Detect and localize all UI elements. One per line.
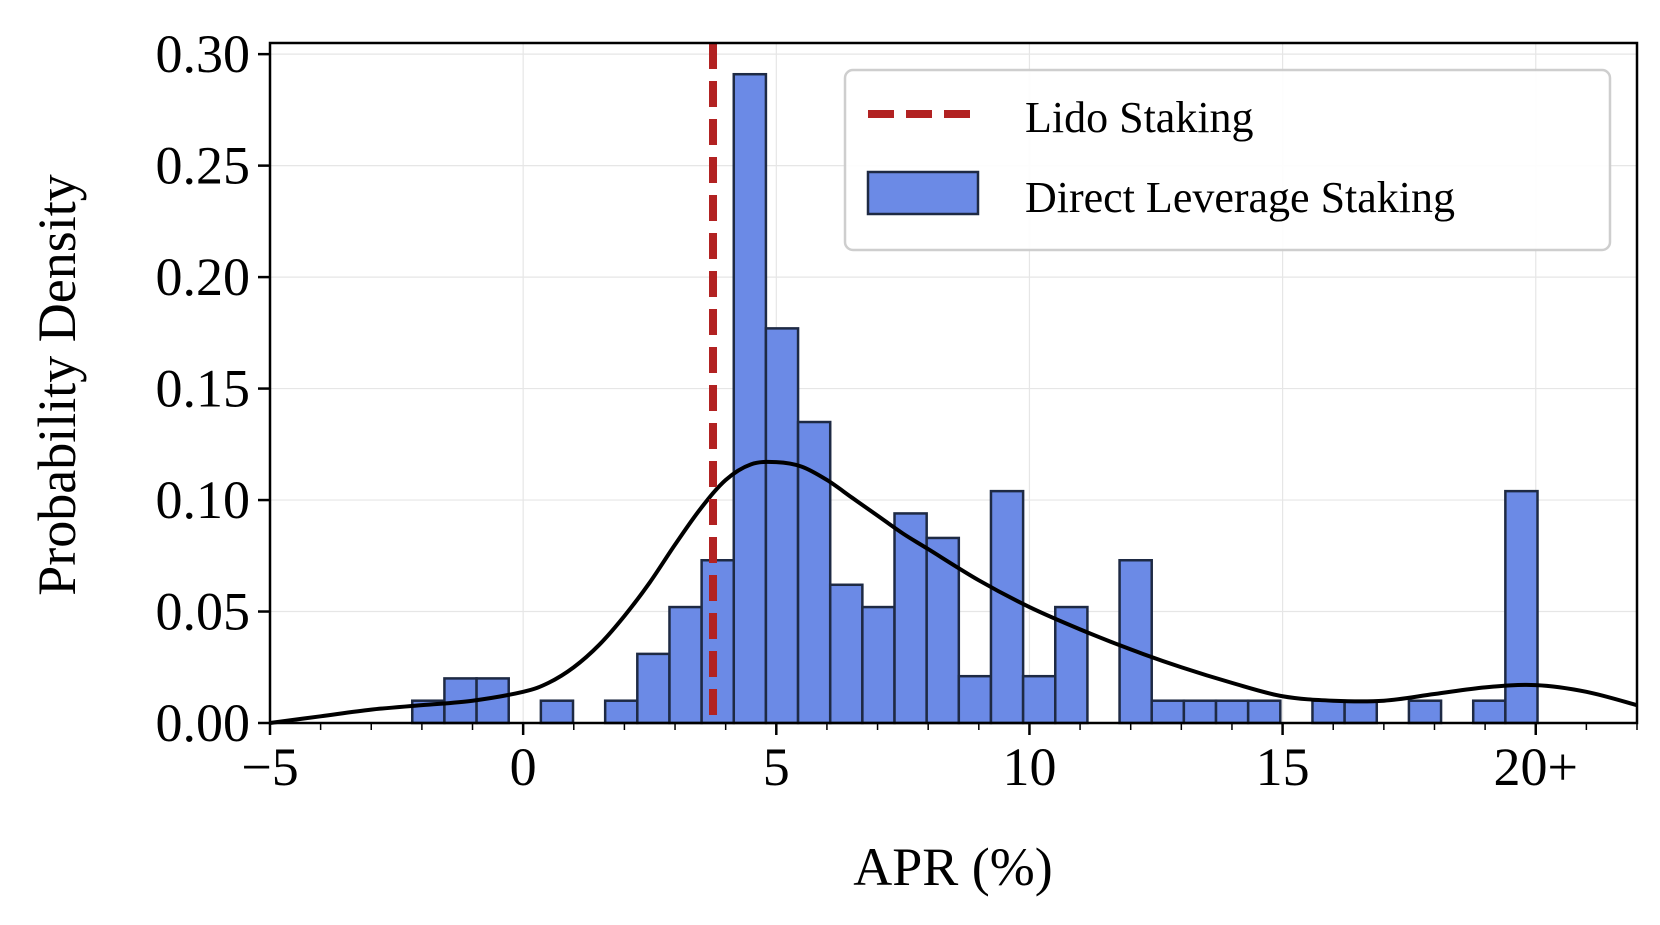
histogram-bar <box>1471 699 1507 725</box>
x-tick-label: −5 <box>241 737 298 797</box>
histogram-bar <box>1214 699 1250 725</box>
histogram-bar <box>1182 699 1218 725</box>
histogram-bar <box>1021 674 1057 725</box>
histogram-bar <box>700 558 736 725</box>
histogram-bar <box>957 674 993 725</box>
x-tick-label: 10 <box>1002 737 1056 797</box>
kde-curve-layer <box>269 459 1638 725</box>
histogram-bar <box>989 489 1025 725</box>
x-tick-label: 5 <box>763 737 790 797</box>
histogram-bar <box>636 652 671 725</box>
y-tick-label: 0.00 <box>156 693 251 753</box>
legend-box <box>843 68 1612 252</box>
plot-frame <box>268 41 1639 725</box>
x-tick-label: 15 <box>1256 737 1310 797</box>
x-tick-label: 20+ <box>1494 737 1578 797</box>
x-tick-label: 0 <box>510 737 537 797</box>
x-axis-title: APR (%) <box>853 837 1053 897</box>
y-tick-label: 0.15 <box>156 359 251 419</box>
histogram-bar <box>603 699 639 725</box>
legend-lido-label: Lido Staking <box>1025 93 1254 142</box>
legend: Lido Staking Direct Leverage Staking <box>843 68 1612 252</box>
histogram-bar <box>1343 699 1379 725</box>
histogram-bar <box>861 605 896 725</box>
y-tick-label: 0.10 <box>156 470 251 530</box>
histogram-bar <box>539 699 575 725</box>
histogram-bar <box>668 605 703 725</box>
y-tick-label: 0.05 <box>156 582 251 642</box>
y-tick-label: 0.20 <box>156 247 251 307</box>
histogram-bar <box>732 72 768 725</box>
y-tick-label: 0.25 <box>156 136 251 196</box>
legend-dls-label: Direct Leverage Staking <box>1025 173 1455 222</box>
histogram-bar <box>1150 699 1186 725</box>
legend-dls-swatch <box>866 170 980 216</box>
histogram-bar <box>1407 699 1443 725</box>
histogram-bars <box>411 72 1539 725</box>
kde-curve <box>269 459 1638 725</box>
y-axis-ticks: 0.00 0.05 0.10 0.15 0.20 0.25 0.30 <box>156 24 270 753</box>
histogram-bar <box>1504 489 1539 725</box>
histogram-bar <box>1311 699 1346 725</box>
y-axis-title: Probability Density <box>27 174 87 595</box>
y-tick-label: 0.30 <box>156 24 251 84</box>
x-axis-ticks: −5 0 5 10 15 20+ <box>241 723 1638 797</box>
histogram-bar <box>828 583 864 725</box>
histogram-bar <box>1246 699 1282 725</box>
histogram-bar <box>925 536 961 725</box>
histogram-bar <box>1118 558 1153 725</box>
histogram-bar <box>764 327 800 725</box>
